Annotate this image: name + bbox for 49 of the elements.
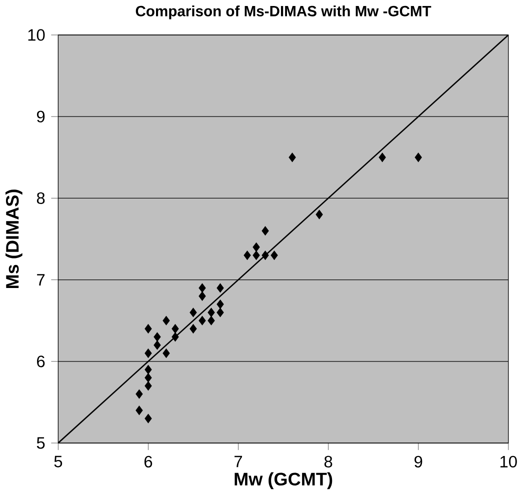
point — [216, 284, 224, 293]
point — [198, 284, 206, 293]
x-tick-label: 7 — [234, 456, 242, 468]
point — [198, 292, 206, 301]
point — [244, 250, 251, 260]
point — [252, 250, 260, 260]
point — [198, 316, 206, 326]
y-tick-label: 6 — [37, 356, 45, 368]
point — [144, 414, 152, 424]
x-tick-label: 9 — [414, 456, 422, 468]
point — [144, 382, 152, 391]
point — [144, 324, 152, 334]
x-tick-label: 8 — [324, 456, 332, 468]
point — [144, 365, 152, 374]
point — [316, 210, 323, 220]
x-tick-label: 10 — [500, 456, 517, 468]
y-tick-label: 8 — [36, 192, 45, 204]
point — [208, 316, 215, 326]
point — [190, 324, 197, 334]
point — [154, 340, 161, 350]
y-tick-label: 5 — [36, 437, 45, 449]
point — [136, 390, 143, 399]
x-tick-label: 6 — [144, 456, 152, 468]
y-tick-label: 7 — [37, 274, 45, 286]
x-tick-label: 5 — [54, 456, 62, 468]
point — [162, 316, 170, 326]
point — [288, 152, 296, 162]
point — [172, 332, 179, 342]
point — [270, 250, 278, 260]
point — [162, 348, 170, 358]
point — [262, 250, 269, 260]
point — [378, 152, 386, 162]
point — [414, 152, 422, 162]
point — [252, 242, 260, 252]
y-tick-label: 10 — [28, 29, 45, 41]
point — [154, 332, 161, 342]
point — [262, 226, 269, 236]
point — [172, 324, 179, 334]
y-axis-title: Ms (DIMAS) — [5, 190, 22, 288]
y-tick-label: 9 — [36, 110, 45, 123]
point — [144, 348, 152, 358]
point — [136, 406, 143, 416]
chart-title: Comparison of Ms-DIMAS with Mw -GCMT — [136, 6, 432, 20]
point — [216, 308, 224, 318]
point — [208, 308, 215, 318]
x-axis-title: Mw (GCMT) — [234, 472, 332, 490]
point — [190, 308, 197, 318]
point — [216, 300, 224, 310]
point — [144, 373, 152, 383]
